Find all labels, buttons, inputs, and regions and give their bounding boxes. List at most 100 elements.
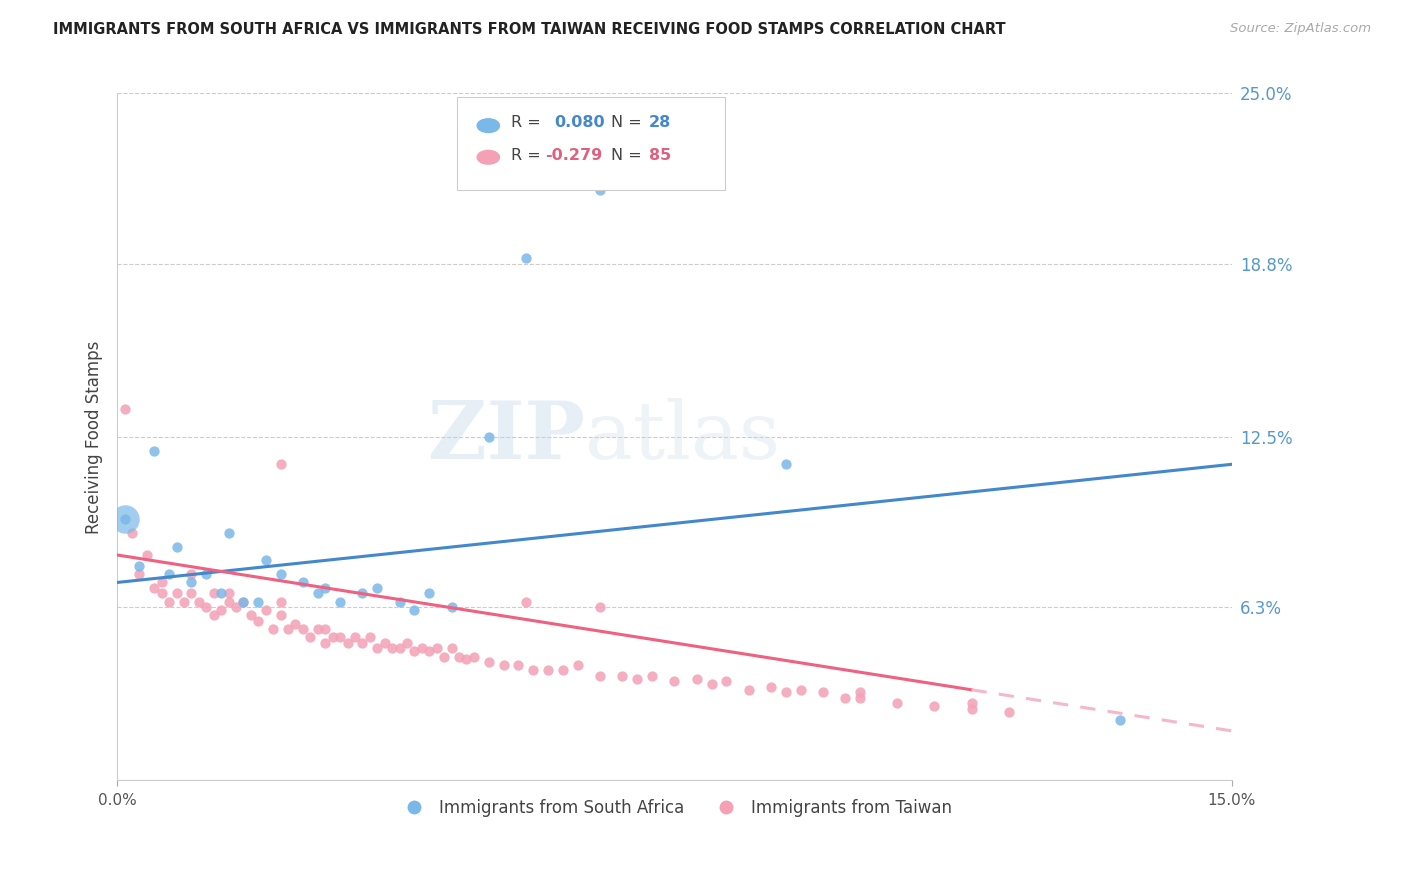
Point [834, 690, 856, 705]
Point [209, 586, 232, 600]
Point [478, 430, 501, 444]
Point [374, 636, 396, 650]
Point [180, 586, 202, 600]
Point [997, 705, 1019, 719]
Point [716, 674, 738, 689]
Point [307, 586, 329, 600]
Point [522, 664, 544, 678]
Point [329, 595, 352, 609]
Point [166, 586, 188, 600]
Point [143, 443, 166, 458]
Point [641, 669, 664, 683]
Point [924, 699, 946, 714]
Point [886, 697, 908, 711]
Point [209, 603, 232, 617]
Point [411, 641, 433, 656]
Y-axis label: Receiving Food Stamps: Receiving Food Stamps [86, 340, 103, 533]
Point [404, 603, 426, 617]
Point [247, 595, 270, 609]
Point [218, 595, 240, 609]
Point [270, 595, 292, 609]
Point [395, 636, 418, 650]
Point [343, 631, 366, 645]
Point [254, 553, 277, 567]
Text: IMMIGRANTS FROM SOUTH AFRICA VS IMMIGRANTS FROM TAIWAN RECEIVING FOOD STAMPS COR: IMMIGRANTS FROM SOUTH AFRICA VS IMMIGRAN… [53, 22, 1007, 37]
Point [537, 664, 560, 678]
Point [775, 458, 797, 472]
Point [121, 526, 143, 541]
Point [232, 595, 254, 609]
Point [447, 649, 470, 664]
Point [418, 644, 440, 658]
Text: ZIP: ZIP [429, 398, 585, 475]
Point [291, 575, 314, 590]
Point [114, 512, 136, 526]
Point [359, 631, 381, 645]
Point [143, 581, 166, 595]
Point [433, 649, 456, 664]
Point [492, 657, 515, 672]
Point [960, 702, 983, 716]
Text: atlas: atlas [585, 398, 780, 475]
Point [239, 608, 262, 623]
Point [195, 567, 218, 582]
Text: 28: 28 [648, 115, 671, 130]
Point [960, 697, 983, 711]
Text: R =: R = [510, 148, 546, 162]
Point [589, 600, 612, 615]
Point [551, 664, 574, 678]
Point [218, 586, 240, 600]
Point [314, 581, 336, 595]
Point [284, 616, 307, 631]
Point [352, 636, 374, 650]
Point [135, 548, 157, 562]
Point [418, 586, 440, 600]
Point [202, 586, 225, 600]
Circle shape [477, 119, 499, 133]
Point [187, 595, 209, 609]
Point [195, 600, 218, 615]
Point [270, 608, 292, 623]
Point [738, 682, 761, 697]
Point [426, 641, 449, 656]
Point [811, 685, 834, 699]
Point [225, 600, 247, 615]
Point [567, 657, 589, 672]
Point [150, 586, 173, 600]
Text: -0.279: -0.279 [546, 148, 602, 162]
Point [114, 512, 136, 526]
Text: R =: R = [510, 115, 551, 130]
Circle shape [477, 151, 499, 164]
Point [128, 567, 150, 582]
Point [180, 567, 202, 582]
Point [700, 677, 723, 691]
Point [388, 641, 411, 656]
Point [456, 652, 478, 666]
Point [515, 595, 537, 609]
Point [515, 251, 537, 265]
Point [180, 575, 202, 590]
Point [366, 581, 388, 595]
Point [202, 608, 225, 623]
Point [307, 622, 329, 636]
Point [270, 458, 292, 472]
Point [589, 182, 612, 196]
Point [352, 586, 374, 600]
Point [150, 575, 173, 590]
Point [314, 636, 336, 650]
Point [322, 631, 344, 645]
Point [254, 603, 277, 617]
Point [626, 672, 648, 686]
Point [277, 622, 299, 636]
Text: N =: N = [610, 148, 647, 162]
Point [664, 674, 686, 689]
Point [612, 669, 634, 683]
Point [388, 595, 411, 609]
Point [789, 682, 811, 697]
Point [173, 595, 195, 609]
Point [166, 540, 188, 554]
Point [1109, 713, 1132, 727]
Point [849, 685, 872, 699]
Point [440, 600, 463, 615]
Point [157, 567, 180, 582]
